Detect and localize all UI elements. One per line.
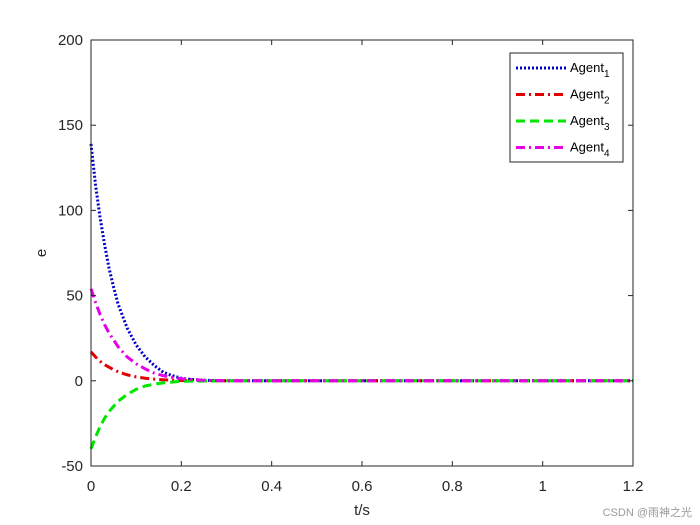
series-line-agent-3 (89, 379, 633, 450)
legend-box (509, 52, 624, 163)
y-tick-label: 200 (58, 32, 83, 49)
y-tick-label: 0 (75, 373, 83, 390)
y-tick-labels: -50 0 50 100 150 200 (58, 32, 83, 475)
x-tick-label: 0.6 (352, 478, 373, 495)
x-axis-title: t/s (354, 502, 370, 519)
series-line-agent-4 (89, 288, 633, 383)
watermark: CSDN @雨神之光 (602, 507, 692, 519)
legend-label-agent-2: Agent2 (570, 87, 610, 107)
y-tick-label: 50 (66, 288, 83, 305)
x-tick-label: 1.2 (623, 478, 644, 495)
x-tick-label: 1 (538, 478, 546, 495)
series-line-agent-2 (89, 350, 633, 383)
legend: Agent1 Agent2 Agent3 Agent4 (509, 52, 624, 163)
axis-ticks (90, 39, 634, 467)
x-tick-label: 0.8 (442, 478, 463, 495)
y-tick-label: 150 (58, 117, 83, 134)
y-tick-label: -50 (61, 458, 83, 475)
legend-label-agent-4: Agent4 (570, 140, 610, 160)
series-layer (89, 143, 633, 450)
y-tick-label: 100 (58, 202, 83, 219)
legend-label-agent-1: Agent1 (570, 60, 610, 80)
y-axis-title: e (33, 249, 50, 257)
x-tick-label: 0.2 (171, 478, 192, 495)
legend-label-agent-3: Agent3 (570, 113, 610, 133)
x-tick-labels: 0 0.2 0.4 0.6 0.8 1 1.2 (87, 478, 644, 495)
x-tick-label: 0.4 (261, 478, 282, 495)
x-tick-label: 0 (87, 478, 95, 495)
